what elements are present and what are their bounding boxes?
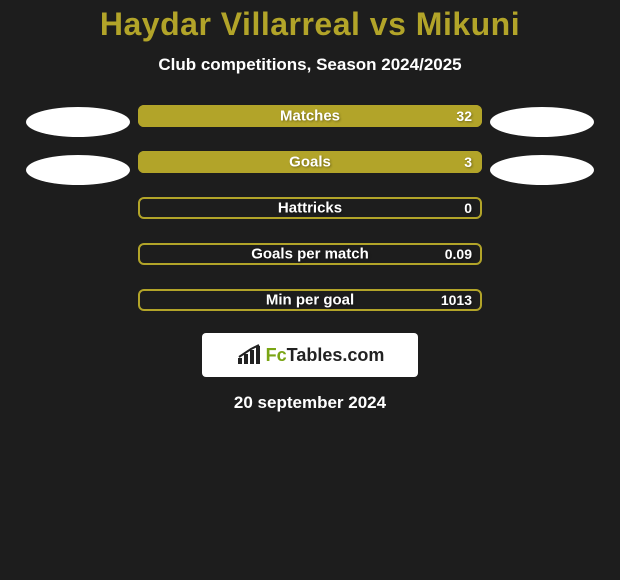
left-oval-1 — [26, 107, 130, 137]
chart-icon — [236, 344, 262, 366]
bar-value: 32 — [456, 108, 472, 124]
bar-value: 0 — [464, 200, 472, 216]
fctables-logo-link[interactable]: FcTables.com — [202, 333, 418, 377]
stat-bar-hattricks: Hattricks 0 — [138, 197, 482, 219]
bar-value: 3 — [464, 154, 472, 170]
stat-bar-goals: Goals 3 — [138, 151, 482, 173]
infographic-container: Haydar Villarreal vs Mikuni Club competi… — [0, 0, 620, 580]
footer-date: 20 september 2024 — [0, 393, 620, 413]
stat-bar-matches: Matches 32 — [138, 105, 482, 127]
bar-label: Hattricks — [278, 200, 342, 217]
left-oval-2 — [26, 155, 130, 185]
bar-value: 0.09 — [445, 246, 472, 262]
bar-label: Min per goal — [266, 292, 354, 309]
right-oval-1 — [490, 107, 594, 137]
stat-bar-min-per-goal: Min per goal 1013 — [138, 289, 482, 311]
logo-prefix: Fc — [266, 345, 287, 365]
page-title: Haydar Villarreal vs Mikuni — [0, 0, 620, 43]
left-player-column — [18, 105, 138, 311]
bar-label: Matches — [280, 108, 340, 125]
subtitle: Club competitions, Season 2024/2025 — [0, 55, 620, 75]
bar-value: 1013 — [441, 292, 472, 308]
bar-label: Goals — [289, 154, 331, 171]
stat-bar-goals-per-match: Goals per match 0.09 — [138, 243, 482, 265]
right-player-column — [482, 105, 602, 311]
logo-text: FcTables.com — [266, 345, 385, 366]
bar-label: Goals per match — [251, 246, 369, 263]
logo-suffix: Tables.com — [287, 345, 385, 365]
stat-bars: Matches 32 Goals 3 Hattricks 0 Goals per… — [138, 105, 482, 311]
right-oval-2 — [490, 155, 594, 185]
comparison-section: Matches 32 Goals 3 Hattricks 0 Goals per… — [0, 105, 620, 311]
